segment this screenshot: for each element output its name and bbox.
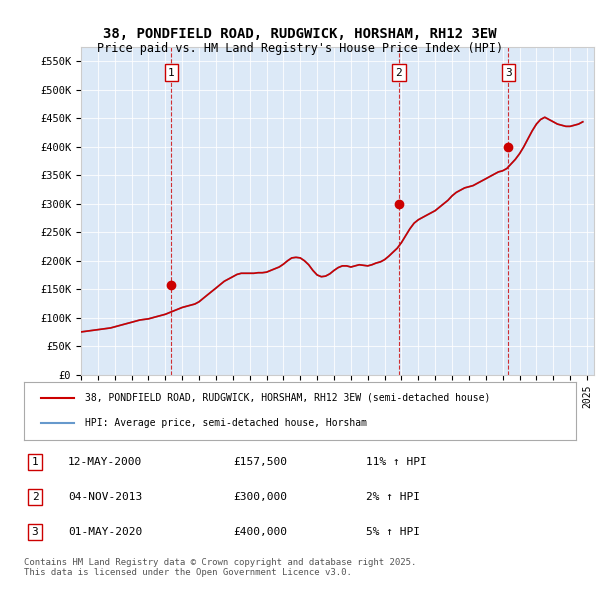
Text: 11% ↑ HPI: 11% ↑ HPI xyxy=(366,457,427,467)
Text: 04-NOV-2013: 04-NOV-2013 xyxy=(68,492,142,502)
Text: £400,000: £400,000 xyxy=(234,527,288,537)
Text: 2: 2 xyxy=(395,68,402,78)
Text: 3: 3 xyxy=(505,68,512,78)
Text: 5% ↑ HPI: 5% ↑ HPI xyxy=(366,527,420,537)
Text: Contains HM Land Registry data © Crown copyright and database right 2025.
This d: Contains HM Land Registry data © Crown c… xyxy=(24,558,416,577)
Text: 3: 3 xyxy=(32,527,38,537)
Text: 38, PONDFIELD ROAD, RUDGWICK, HORSHAM, RH12 3EW (semi-detached house): 38, PONDFIELD ROAD, RUDGWICK, HORSHAM, R… xyxy=(85,393,490,403)
Text: HPI: Average price, semi-detached house, Horsham: HPI: Average price, semi-detached house,… xyxy=(85,418,367,428)
Text: £157,500: £157,500 xyxy=(234,457,288,467)
Text: 1: 1 xyxy=(168,68,175,78)
Text: £300,000: £300,000 xyxy=(234,492,288,502)
Text: 01-MAY-2020: 01-MAY-2020 xyxy=(68,527,142,537)
Text: 2: 2 xyxy=(32,492,38,502)
Text: Price paid vs. HM Land Registry's House Price Index (HPI): Price paid vs. HM Land Registry's House … xyxy=(97,42,503,55)
Text: 2% ↑ HPI: 2% ↑ HPI xyxy=(366,492,420,502)
Text: 1: 1 xyxy=(32,457,38,467)
Text: 38, PONDFIELD ROAD, RUDGWICK, HORSHAM, RH12 3EW: 38, PONDFIELD ROAD, RUDGWICK, HORSHAM, R… xyxy=(103,27,497,41)
Text: 12-MAY-2000: 12-MAY-2000 xyxy=(68,457,142,467)
